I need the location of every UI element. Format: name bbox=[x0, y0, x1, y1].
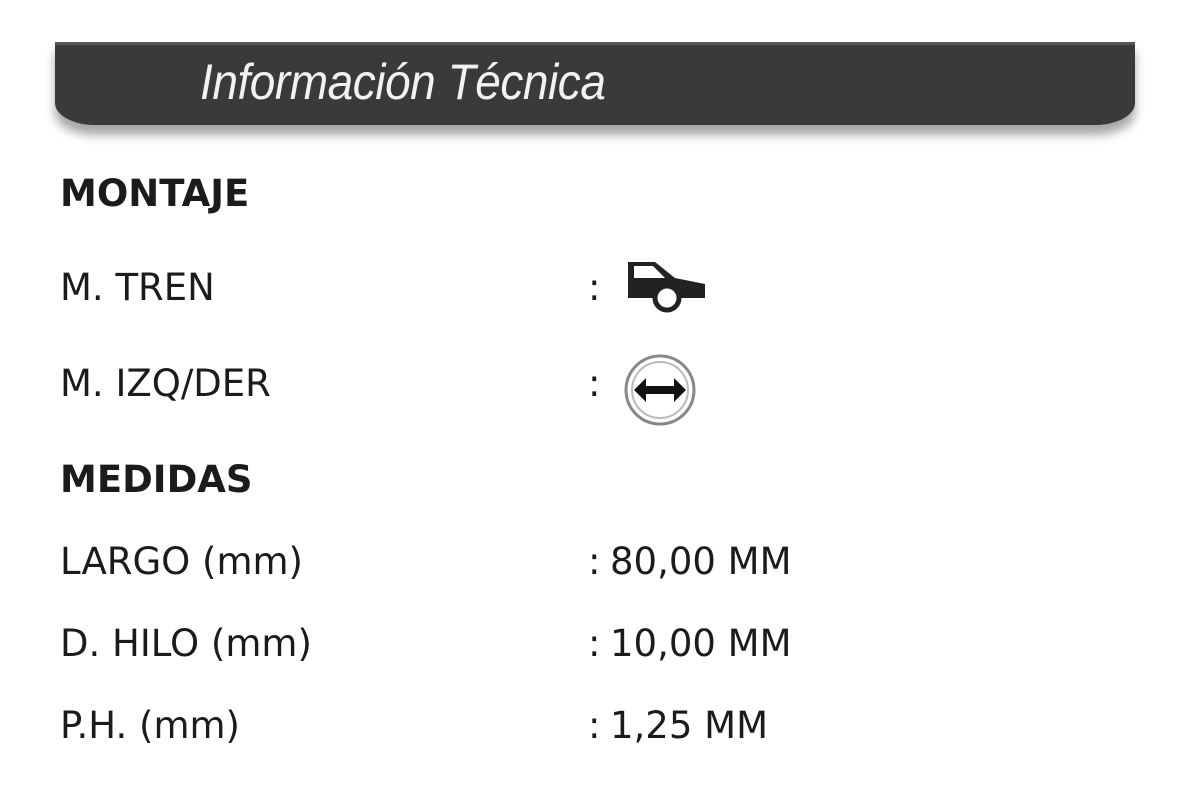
info-row-ph: P.H. (mm) : 1,25 MM bbox=[60, 704, 1060, 754]
section-header-bar: Información Técnica bbox=[55, 42, 1135, 125]
left-right-arrow-circle-icon bbox=[624, 354, 696, 426]
info-row-m-tren: M. TREN : bbox=[60, 262, 1060, 316]
row-label: D. HILO (mm) bbox=[60, 622, 312, 665]
medidas-heading: MEDIDAS bbox=[60, 458, 253, 501]
header-title: Información Técnica bbox=[200, 54, 606, 110]
info-row-largo: LARGO (mm) : 80,00 MM bbox=[60, 540, 1060, 590]
info-row-d-hilo: D. HILO (mm) : 10,00 MM bbox=[60, 622, 1060, 672]
info-row-m-izq-der: M. IZQ/DER : bbox=[60, 354, 1060, 426]
separator: : bbox=[588, 540, 601, 583]
separator: : bbox=[588, 362, 601, 405]
car-rear-icon bbox=[628, 262, 705, 313]
row-value: 1,25 MM bbox=[610, 704, 768, 747]
separator: : bbox=[588, 266, 601, 309]
montaje-heading: MONTAJE bbox=[60, 172, 250, 215]
row-label: LARGO (mm) bbox=[60, 540, 303, 583]
row-label: M. IZQ/DER bbox=[60, 362, 271, 405]
row-label: M. TREN bbox=[60, 266, 215, 309]
row-label: P.H. (mm) bbox=[60, 704, 240, 747]
row-value: 10,00 MM bbox=[610, 622, 792, 665]
separator: : bbox=[588, 622, 601, 665]
row-value: 80,00 MM bbox=[610, 540, 792, 583]
separator: : bbox=[588, 704, 601, 747]
